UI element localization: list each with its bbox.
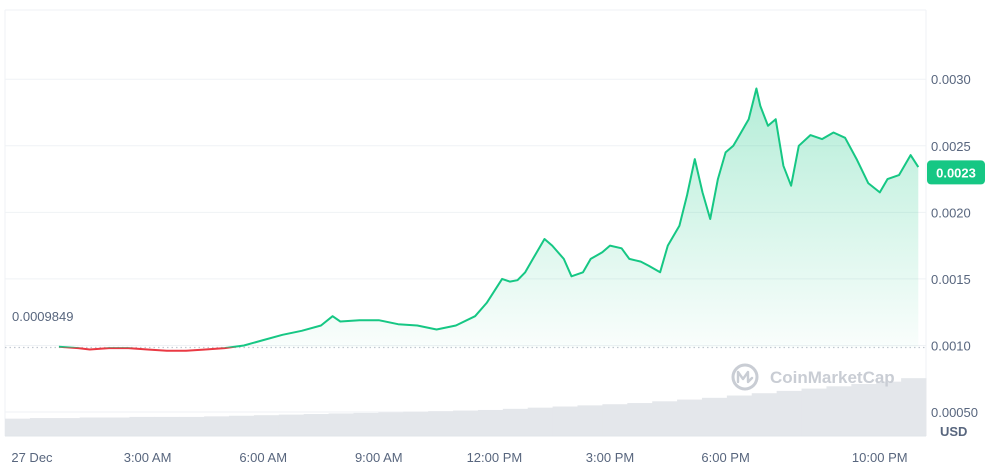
volume-bar bbox=[901, 378, 927, 436]
price-line-up bbox=[58, 87, 920, 348]
x-tick-label: 3:00 PM bbox=[586, 450, 634, 465]
x-tick-label: 9:00 AM bbox=[355, 450, 403, 465]
current-price-tag: 0.0023 bbox=[927, 160, 985, 185]
volume-bar bbox=[876, 381, 902, 436]
volume-bar bbox=[29, 418, 56, 436]
x-axis: 27 Dec 3:00 AM 6:00 AM 9:00 AM 12:00 PM 3:00 … bbox=[5, 435, 926, 465]
x-tick-label: 12:00 PM bbox=[467, 450, 523, 465]
volume-bar bbox=[278, 414, 305, 436]
volume-bar bbox=[154, 416, 180, 436]
volume-bar bbox=[851, 383, 877, 436]
baseline-value-label: 0.0009849 bbox=[12, 309, 73, 324]
volume-bar bbox=[776, 390, 803, 436]
volume-bar bbox=[751, 393, 778, 436]
plot-frame bbox=[4, 9, 927, 436]
volume-bar bbox=[403, 411, 429, 436]
volume-bar bbox=[303, 414, 330, 436]
volume-bar bbox=[353, 412, 379, 436]
volume-bar bbox=[179, 416, 205, 436]
volume-bar bbox=[229, 415, 255, 436]
volume-bar bbox=[477, 409, 504, 436]
volume-bar bbox=[54, 418, 81, 436]
volume-bar bbox=[801, 388, 827, 436]
x-tick-label: 6:00 AM bbox=[239, 450, 287, 465]
volume-bar bbox=[552, 406, 579, 436]
volume-bar bbox=[378, 412, 404, 436]
volume-bar bbox=[428, 411, 454, 436]
y-tick-label: 0.0030 bbox=[931, 72, 971, 87]
currency-label: USD bbox=[940, 424, 967, 439]
volume-bar bbox=[453, 410, 479, 436]
coinmarketcap-logo-icon bbox=[731, 363, 759, 391]
volume-bar bbox=[5, 418, 31, 436]
coinmarketcap-watermark: CoinMarketCap bbox=[731, 363, 895, 391]
baseline-price-label: 0.0009849 bbox=[12, 309, 73, 324]
price-area bbox=[58, 88, 919, 348]
current-price-value: 0.0023 bbox=[936, 165, 976, 180]
volume-bar bbox=[602, 404, 628, 436]
volume-bar bbox=[502, 408, 529, 436]
volume-bar bbox=[652, 401, 678, 436]
volume-bar bbox=[527, 407, 554, 436]
y-tick-label: 0.00050 bbox=[931, 405, 978, 420]
volume-bar bbox=[726, 395, 753, 436]
volume-bar bbox=[677, 399, 703, 436]
x-tick-label: 6:00 PM bbox=[701, 450, 749, 465]
volume-bar bbox=[129, 416, 155, 436]
volume-bar bbox=[253, 415, 280, 436]
volume-bar bbox=[627, 403, 653, 436]
price-line bbox=[58, 87, 920, 352]
x-tick-label: 3:00 AM bbox=[124, 450, 172, 465]
x-tick-label: 27 Dec bbox=[11, 450, 53, 465]
volume-bar bbox=[204, 416, 230, 436]
y-axis: 0.00050 0.0010 0.0015 0.0020 0.0025 0.0030 bbox=[931, 72, 978, 420]
y-tick-label: 0.0010 bbox=[931, 338, 971, 353]
price-area-fill bbox=[58, 88, 919, 348]
volume-bar bbox=[79, 417, 106, 436]
volume-bar bbox=[577, 405, 603, 436]
volume-bar bbox=[328, 413, 354, 436]
y-tick-label: 0.0015 bbox=[931, 272, 971, 287]
volume-bar bbox=[104, 417, 130, 436]
y-tick-label: 0.0025 bbox=[931, 139, 971, 154]
volume-bars bbox=[5, 378, 927, 436]
y-tick-label: 0.0020 bbox=[931, 205, 971, 220]
volume-bar bbox=[701, 397, 728, 436]
x-tick-label: 10:00 PM bbox=[852, 450, 908, 465]
volume-bar bbox=[826, 386, 852, 436]
watermark-text: CoinMarketCap bbox=[770, 368, 895, 387]
